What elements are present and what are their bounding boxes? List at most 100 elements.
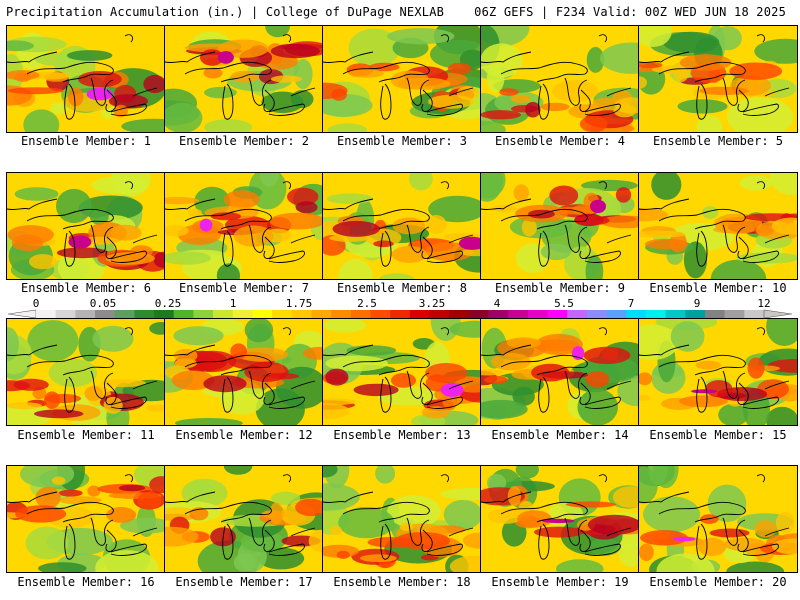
ensemble-member-map <box>638 465 798 573</box>
great-lakes-outline <box>696 376 708 413</box>
great-lakes-outline <box>124 474 134 483</box>
precip-contour-heavy <box>600 215 639 229</box>
colorbar-swatch <box>527 310 548 318</box>
precip-contour-heavy <box>397 77 451 90</box>
great-lakes-outline <box>165 491 216 504</box>
precip-contour-light <box>56 188 92 224</box>
precip-contour-heavy <box>709 528 750 538</box>
precip-contour-light <box>92 325 134 352</box>
colorbar-swatch <box>154 310 175 318</box>
precip-contour-light <box>7 327 19 361</box>
great-lakes-outline <box>764 87 790 97</box>
precip-contour-heavy <box>639 372 652 386</box>
precip-contour-heavy <box>399 522 414 532</box>
great-lakes-outline <box>282 34 292 43</box>
great-lakes-outline <box>696 230 708 267</box>
precip-contour-heavy <box>347 69 384 78</box>
great-lakes-outline <box>481 51 532 64</box>
colorbar-swatch <box>390 310 411 318</box>
colorbar-swatch <box>173 310 194 318</box>
precip-contour-heavy <box>585 371 610 388</box>
colorbar-swatch <box>508 310 529 318</box>
ensemble-member-label: Ensemble Member: 11 <box>17 428 155 442</box>
great-lakes-outline <box>579 89 591 112</box>
great-lakes-outline <box>564 224 588 253</box>
precip-contour-light <box>710 259 767 279</box>
precip-contour-heavy <box>110 224 142 241</box>
great-lakes-outline <box>639 491 690 504</box>
precip-contour-heavy <box>639 230 686 238</box>
precip-field <box>165 319 323 425</box>
great-lakes-outline <box>584 543 621 556</box>
ensemble-member-label: Ensemble Member: 6 <box>20 281 152 295</box>
precip-field <box>165 173 323 279</box>
precip-contour-heavy <box>270 44 320 59</box>
precip-contour-light <box>670 321 705 352</box>
great-lakes-outline <box>323 198 374 211</box>
precip-contour-light <box>379 273 414 279</box>
precip-contour-light <box>204 119 253 132</box>
precip-contour-heavy <box>323 403 350 420</box>
precip-contour-heavy <box>492 204 517 213</box>
precip-contour-heavy <box>353 383 399 397</box>
precip-contour-heavy <box>34 409 84 419</box>
colorbar-tick-label: 1 <box>229 297 237 310</box>
precip-contour-light <box>639 324 679 361</box>
great-lakes-outline <box>426 543 463 556</box>
great-lakes-outline <box>248 77 272 106</box>
ensemble-member-map <box>6 172 166 280</box>
precip-contour-heavy <box>723 537 766 552</box>
precip-contour-light <box>766 319 797 346</box>
ensemble-member-label: Ensemble Member: 1 <box>20 134 152 148</box>
great-lakes-outline <box>90 224 114 253</box>
great-lakes-outline <box>248 517 272 546</box>
precip-contour-heavy <box>153 251 165 268</box>
great-lakes-outline <box>165 51 216 64</box>
great-lakes-outline <box>426 396 463 409</box>
precip-contour-heavy <box>323 82 348 99</box>
great-lakes-outline <box>606 234 632 244</box>
great-lakes-outline <box>448 234 474 244</box>
precip-contour-heavy <box>697 537 727 556</box>
precip-contour-heavy <box>336 550 350 559</box>
ensemble-member-label: Ensemble Member: 10 <box>649 281 787 295</box>
precip-contour-heavy <box>137 491 162 510</box>
precip-contour-light <box>702 206 719 219</box>
great-lakes-outline <box>282 181 292 190</box>
precip-contour-light <box>387 28 455 45</box>
precip-contour-light <box>175 418 243 425</box>
colorbar-swatch <box>409 310 430 318</box>
great-lakes-outline <box>290 380 316 390</box>
precip-contour-light <box>481 43 523 78</box>
precip-contour-light <box>244 319 274 343</box>
colorbar-swatch <box>55 310 76 318</box>
ensemble-member-map <box>164 25 324 133</box>
precip-contour-light <box>233 553 256 572</box>
precip-contour-extreme <box>673 536 696 542</box>
precip-field <box>7 173 165 279</box>
great-lakes-outline <box>222 376 234 413</box>
great-lakes-outline <box>579 382 591 405</box>
great-lakes-outline <box>606 380 632 390</box>
great-lakes-outline <box>110 396 147 409</box>
great-lakes-outline <box>742 250 779 263</box>
precip-contour-heavy <box>525 101 541 118</box>
precip-contour-heavy <box>67 87 84 107</box>
precip-contour-heavy <box>613 103 637 118</box>
great-lakes-outline <box>538 376 550 413</box>
great-lakes-outline <box>132 380 158 390</box>
precip-contour-heavy <box>481 110 522 120</box>
colorbar-tick-label: 3.25 <box>418 297 446 310</box>
precip-contour-light <box>428 195 481 223</box>
great-lakes-outline <box>184 501 272 523</box>
precip-contour-heavy <box>391 246 428 263</box>
great-lakes-outline <box>481 344 532 357</box>
precip-contour-heavy <box>531 363 570 382</box>
precip-contour-heavy <box>775 511 795 534</box>
precip-contour-light <box>327 123 367 132</box>
great-lakes-outline <box>222 230 234 267</box>
ensemble-member-map <box>480 25 640 133</box>
great-lakes-outline <box>184 208 272 230</box>
great-lakes-outline <box>342 501 430 523</box>
great-lakes-outline <box>579 236 591 259</box>
